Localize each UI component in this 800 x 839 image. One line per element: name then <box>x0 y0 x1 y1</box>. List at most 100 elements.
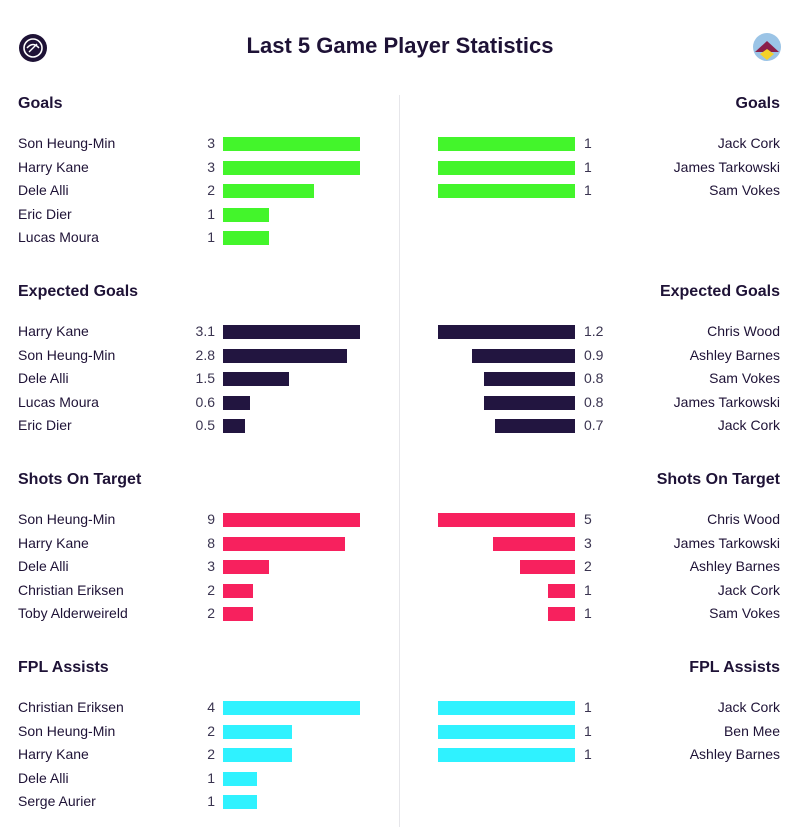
right-player-row: Jack Cork 1 <box>0 699 800 717</box>
stat-bar <box>484 372 575 387</box>
stat-bar <box>438 137 575 151</box>
player-name: Chris Wood <box>707 511 780 527</box>
player-name: Jack Cork <box>717 417 780 434</box>
player-name: Lucas Moura <box>18 393 99 410</box>
stat-bar <box>223 795 257 810</box>
left-player-row: Dele Alli 3 <box>0 558 800 576</box>
stat-value: 0.9 <box>584 346 604 363</box>
left-player-row: Son Heung-Min 9 <box>0 511 800 529</box>
left-player-row: Harry Kane 2 <box>0 746 800 764</box>
right-player-row: Jack Cork 1 <box>0 582 800 600</box>
left-player-row: Serge Aurier 1 <box>0 793 800 811</box>
stat-value: 9 <box>207 511 215 527</box>
stat-value: 1 <box>584 158 592 175</box>
player-name: Dele Alli <box>18 370 69 387</box>
player-name: Harry Kane <box>18 158 89 175</box>
stat-bar <box>438 184 575 199</box>
player-name: Jack Cork <box>717 135 780 151</box>
stat-bar <box>223 160 360 175</box>
stat-value: 1 <box>207 229 215 246</box>
left-player-row: Eric Dier 0.5 <box>0 417 800 435</box>
stat-value: 5 <box>584 511 592 527</box>
right-player-row: Sam Vokes 0.8 <box>0 370 800 388</box>
right-section-title: Expected Goals <box>659 283 780 300</box>
section-fpl-assists: FPL Assists Christian Eriksen 4 Son Heung-M… <box>0 659 800 839</box>
stat-bar <box>223 607 253 622</box>
player-name: Dele Alli <box>18 769 69 786</box>
left-player-row: Son Heung-Min 2.8 <box>0 347 800 365</box>
stat-value: 0.8 <box>584 370 604 387</box>
left-player-row: Toby Alderweireld 2 <box>0 605 800 623</box>
stat-value: 0.8 <box>584 393 604 410</box>
stat-bar <box>223 184 314 199</box>
player-name: Eric Dier <box>18 417 72 434</box>
left-player-row: Harry Kane 8 <box>0 535 800 553</box>
player-name: Ashley Barnes <box>689 346 780 363</box>
stat-value: 1 <box>207 793 215 810</box>
player-name: Christian Eriksen <box>18 699 124 715</box>
player-name: Toby Alderweireld <box>18 605 128 622</box>
stat-bar <box>223 771 257 786</box>
player-name: Sam Vokes <box>709 605 780 622</box>
right-section-title: Shots On Target <box>656 471 780 488</box>
stat-value: 0.7 <box>584 417 604 434</box>
stat-bar <box>223 724 292 739</box>
player-name: Harry Kane <box>18 323 89 339</box>
player-name: Sam Vokes <box>709 182 780 199</box>
player-name: Eric Dier <box>18 205 72 222</box>
right-player-row: Chris Wood 5 <box>0 511 800 529</box>
tottenham-crest-icon <box>19 34 47 62</box>
stat-bar <box>223 513 360 527</box>
player-name: Dele Alli <box>18 182 69 199</box>
player-name: Harry Kane <box>18 534 89 551</box>
stat-value: 1 <box>584 722 592 739</box>
player-name: Harry Kane <box>18 746 89 763</box>
stat-bar <box>438 701 575 715</box>
player-name: Christian Eriksen <box>18 581 124 598</box>
stat-bar <box>223 748 292 763</box>
stat-value: 0.5 <box>195 417 215 434</box>
left-player-row: Harry Kane 3 <box>0 159 800 177</box>
stat-value: 1 <box>207 205 215 222</box>
player-name: Son Heung-Min <box>18 511 116 527</box>
left-player-row: Harry Kane 3.1 <box>0 323 800 341</box>
stat-value: 2 <box>207 722 215 739</box>
stat-value: 3.1 <box>195 323 215 339</box>
burnley-crest-icon <box>753 33 781 61</box>
left-section-title: Expected Goals <box>18 283 139 300</box>
stat-bar <box>438 325 575 339</box>
stat-bar <box>548 583 575 598</box>
stat-bar <box>495 419 575 434</box>
stat-bar <box>223 231 269 246</box>
left-player-row: Son Heung-Min 2 <box>0 723 800 741</box>
right-player-row: James Tarkowski 0.8 <box>0 394 800 412</box>
stat-value: 1.2 <box>584 323 604 339</box>
right-player-row: Chris Wood 1.2 <box>0 323 800 341</box>
left-player-row: Dele Alli 1.5 <box>0 370 800 388</box>
player-name: James Tarkowski <box>673 534 780 551</box>
section-expected-goals: Expected Goals Harry Kane 3.1 Son Heung-Min… <box>0 283 800 463</box>
player-name: Serge Aurier <box>18 793 96 810</box>
player-name: Ashley Barnes <box>689 746 780 763</box>
stat-bar <box>520 560 575 575</box>
left-player-row: Christian Eriksen 4 <box>0 699 800 717</box>
left-player-row: Lucas Moura 0.6 <box>0 394 800 412</box>
stat-value: 8 <box>207 534 215 551</box>
player-name: James Tarkowski <box>673 158 780 175</box>
left-section-title: Goals <box>18 95 63 112</box>
stat-value: 1 <box>584 746 592 763</box>
player-name: Lucas Moura <box>18 229 99 246</box>
player-name: Jack Cork <box>717 699 780 715</box>
stat-value: 1 <box>584 135 592 151</box>
section-shots-on-target: Shots On Target Son Heung-Min 9 Harry Kane 8… <box>0 471 800 651</box>
stat-bar <box>438 160 575 175</box>
player-name: Jack Cork <box>717 581 780 598</box>
left-section-title: Shots On Target <box>18 471 142 488</box>
right-player-row: Ashley Barnes 0.9 <box>0 347 800 365</box>
player-name: Ashley Barnes <box>689 558 780 575</box>
player-name: James Tarkowski <box>673 393 780 410</box>
stat-value: 2 <box>584 558 592 575</box>
stat-value: 1 <box>584 699 592 715</box>
right-player-row: Ashley Barnes 1 <box>0 746 800 764</box>
right-player-row: Jack Cork 1 <box>0 135 800 153</box>
